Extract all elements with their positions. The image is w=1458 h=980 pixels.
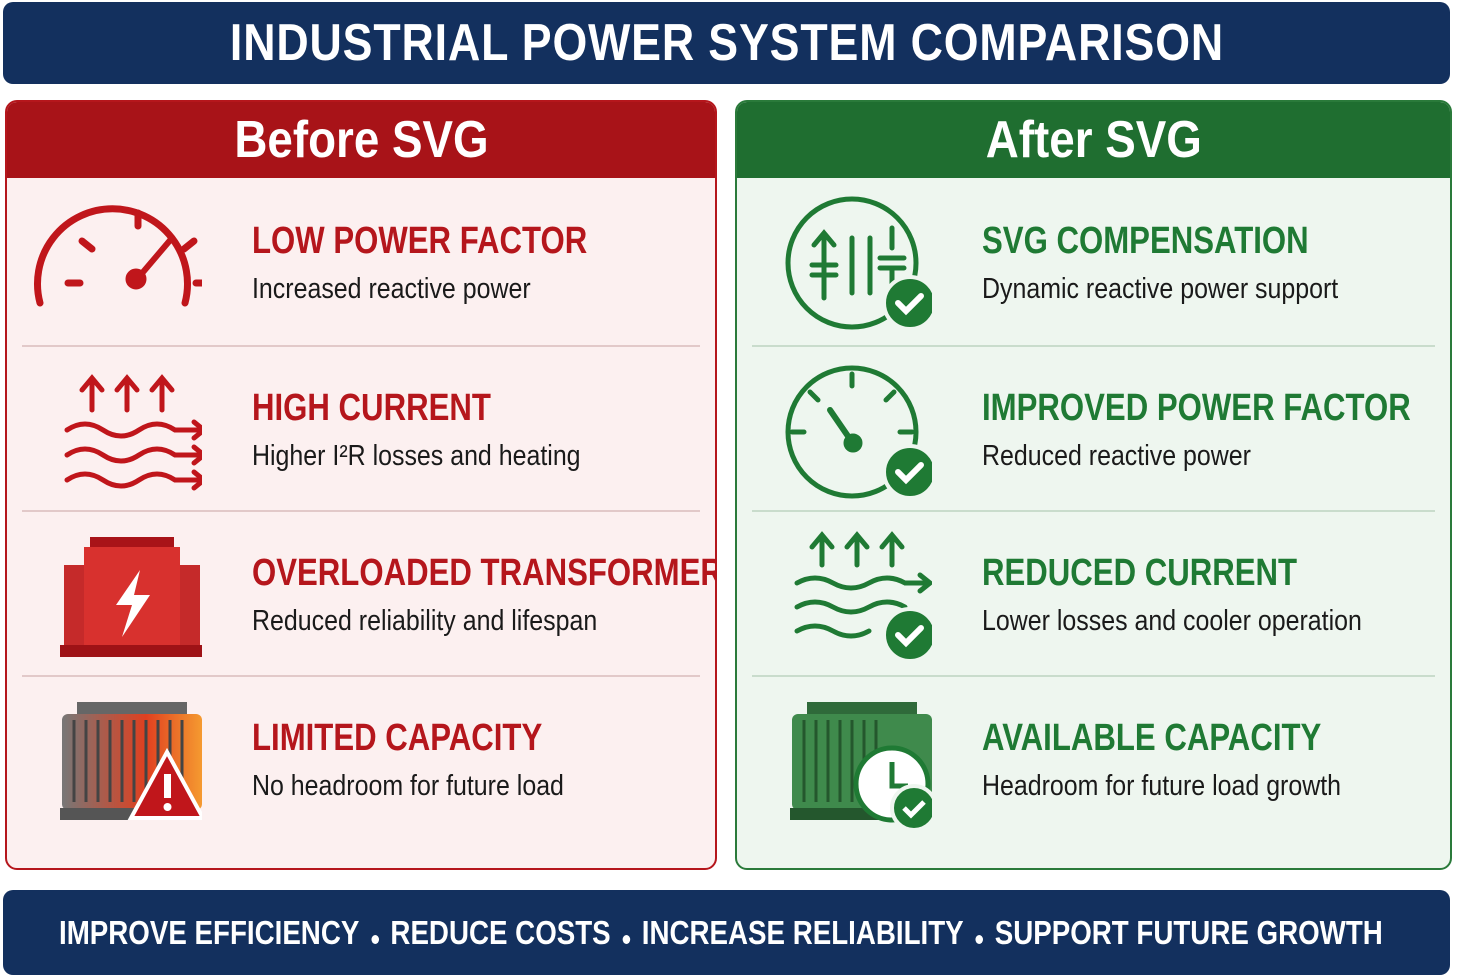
title: INDUSTRIAL POWER SYSTEM COMPARISON <box>229 14 1224 72</box>
footer-item: SUPPORT FUTURE GROWTH <box>994 913 1383 951</box>
separator-dot <box>622 934 630 944</box>
item-text: Lower losses and cooler operation <box>982 604 1362 637</box>
footer-items: IMPROVE EFFICIENCY REDUCE COSTS INCREASE R… <box>59 914 1383 952</box>
item-text: No headroom for future load <box>252 769 564 802</box>
separator-dot <box>371 934 379 944</box>
compensation-icon <box>785 196 932 331</box>
transformer-icon <box>60 536 202 657</box>
item-title: HIGH CURRENT <box>252 386 491 429</box>
item: REDUCED CURRENT Lower losses and cooler o… <box>752 510 1435 677</box>
footer-item: REDUCE COSTS <box>390 913 611 951</box>
after-panel: After SVG SVG COMPENSATION Dynamic reacti… <box>735 100 1452 870</box>
separator-dot <box>975 934 983 944</box>
item-title: AVAILABLE CAPACITY <box>982 716 1322 759</box>
panel-title: After SVG <box>985 111 1202 169</box>
item-title: REDUCED CURRENT <box>982 551 1298 594</box>
item: AVAILABLE CAPACITY Headroom for future lo… <box>752 675 1435 842</box>
gauge-check-icon <box>785 365 932 500</box>
item-title: LOW POWER FACTOR <box>252 219 588 262</box>
item-text: Reduced reliability and lifespan <box>252 604 598 637</box>
capacity-icon <box>60 701 202 820</box>
item-text: Higher I²R losses and heating <box>252 439 581 472</box>
item: LIMITED CAPACITY No headroom for future l… <box>22 675 700 842</box>
panel-header: After SVG <box>737 102 1450 178</box>
before-panel: Before SVG LOW POWER FACTOR Increased rea… <box>5 100 717 870</box>
footer-item: INCREASE RELIABILITY <box>641 913 964 951</box>
item-title: OVERLOADED TRANSFORMER <box>252 551 717 594</box>
item-text: Headroom for future load growth <box>982 769 1342 802</box>
panel-header: Before SVG <box>7 102 715 178</box>
item-title: LIMITED CAPACITY <box>252 716 543 759</box>
item: LOW POWER FACTOR Increased reactive power <box>22 180 700 345</box>
item: OVERLOADED TRANSFORMER Reduced reliabilit… <box>22 510 715 677</box>
footer-bar: IMPROVE EFFICIENCY REDUCE COSTS INCREASE R… <box>3 890 1450 975</box>
title-bar: INDUSTRIAL POWER SYSTEM COMPARISON <box>3 2 1450 84</box>
item-text: Increased reactive power <box>252 272 531 305</box>
gauge-icon <box>34 204 202 306</box>
item: IMPROVED POWER FACTOR Reduced reactive po… <box>752 345 1435 512</box>
item-title: IMPROVED POWER FACTOR <box>982 386 1411 429</box>
footer-item: IMPROVE EFFICIENCY <box>59 913 360 951</box>
capacity-check-icon <box>790 701 932 830</box>
current-icon <box>64 373 202 490</box>
item-text: Reduced reactive power <box>982 439 1251 472</box>
panel-title: Before SVG <box>233 111 489 169</box>
item-text: Dynamic reactive power support <box>982 272 1339 305</box>
current-check-icon <box>794 530 932 663</box>
item: HIGH CURRENT Higher I²R losses and heatin… <box>22 345 700 512</box>
item-title: SVG COMPENSATION <box>982 219 1309 262</box>
item: SVG COMPENSATION Dynamic reactive power s… <box>752 180 1435 345</box>
